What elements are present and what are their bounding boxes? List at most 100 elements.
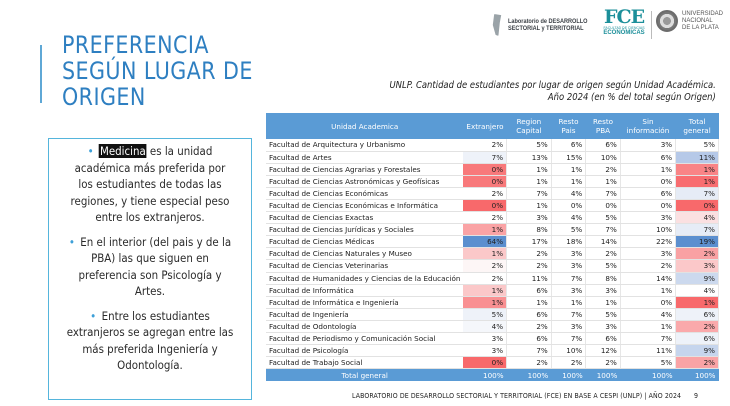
value-cell: 2% (463, 139, 508, 152)
value-cell: 2% (675, 320, 719, 334)
value-cell: 3% (463, 344, 508, 358)
value-cell: 3% (620, 247, 677, 261)
value-cell: 1% (463, 223, 508, 237)
value-cell: 1% (551, 175, 587, 188)
value-cell: 1% (506, 199, 552, 213)
value-cell: 5% (585, 308, 621, 321)
page-number: 9 (693, 392, 699, 400)
value-cell: 4% (620, 308, 677, 321)
column-header: Region Capital (506, 113, 552, 139)
value-cell: 1% (506, 163, 552, 176)
value-cell: 7% (551, 332, 587, 346)
table-caption: UNLP. Cantidad de estudiantes por lugar … (390, 80, 716, 104)
value-cell: 2% (620, 259, 677, 273)
value-cell: 7% (506, 187, 552, 200)
bullet-icon: • (68, 234, 75, 249)
value-cell: 5% (463, 308, 508, 321)
unit-name-cell: Facultad de Humanidades y Ciencias de la… (266, 272, 464, 285)
total-value-cell: 100% (585, 368, 621, 381)
value-cell: 64% (463, 235, 508, 249)
value-cell: 1% (463, 284, 508, 297)
table-row: Facultad de Ciencias Médicas 64% 17% 18% 14%… (266, 235, 719, 249)
value-cell: 0% (551, 199, 587, 213)
value-cell: 1% (506, 296, 552, 309)
lab-logo-line-2: SECTORIAL y TERRITORIAL (508, 25, 584, 32)
fce-logo-subtitle: FACULTAD DE CIENCIAS (603, 26, 645, 30)
value-cell: 6% (506, 332, 552, 346)
value-cell: 2% (675, 356, 719, 370)
value-cell: 2% (463, 211, 508, 225)
unit-name-cell: Facultad de Arquitectura y Urbanismo (266, 139, 464, 152)
table-row: Facultad de Humanidades y Ciencias de la… (266, 272, 719, 285)
table-row: Facultad de Ciencias Exactas 2% 3% 4% 5% 3% 4% (266, 211, 719, 225)
value-cell: 12% (585, 344, 621, 358)
value-cell: 7% (675, 223, 719, 237)
column-header: Sin información (620, 113, 676, 139)
unit-name-cell: Facultad de Psicología (266, 344, 464, 358)
value-cell: 6% (620, 187, 677, 200)
value-cell: 2% (585, 356, 621, 370)
value-cell: 7% (506, 344, 552, 358)
value-cell: 5% (675, 139, 719, 152)
value-cell: 1% (506, 175, 552, 188)
value-cell: 19% (675, 235, 719, 249)
value-cell: 3% (585, 284, 621, 297)
value-cell: 3% (620, 139, 677, 152)
value-cell: 6% (675, 332, 719, 346)
table-row: Facultad de Periodismo y Comunicación So… (266, 332, 719, 346)
value-cell: 0% (463, 199, 508, 213)
value-cell: 3% (620, 211, 677, 225)
table-row: Facultad de Ingeniería 5% 6% 7% 5% 4% 6% (266, 308, 719, 321)
table-row: Facultad de Psicología 3% 7% 10% 12% 11% 9% (266, 344, 719, 358)
table-header-row: Unidad Academica Extranjero Region Capital… (266, 113, 719, 139)
value-cell: 2% (506, 320, 552, 334)
value-cell: 2% (506, 247, 552, 261)
value-cell: 1% (585, 175, 621, 188)
value-cell: 2% (585, 163, 621, 176)
column-header: Total general (675, 113, 719, 139)
value-cell: 2% (506, 259, 552, 273)
value-cell: 9% (675, 272, 719, 285)
value-cell: 8% (506, 223, 552, 237)
value-cell: 3% (551, 259, 587, 273)
summary-box: • Medicina es la unidad académica más pre… (48, 138, 252, 400)
value-cell: 11% (675, 151, 719, 164)
table-row: Facultad de Ciencias Veterinarias 2% 2% 3% 5… (266, 259, 719, 273)
value-cell: 4% (551, 187, 587, 200)
value-cell: 7% (463, 151, 508, 164)
value-cell: 1% (620, 320, 677, 334)
total-value-cell: 100% (675, 368, 719, 381)
table-row: Facultad de Ciencias Jurídicas y Sociale… (266, 223, 719, 237)
value-cell: 10% (620, 223, 677, 237)
value-cell: 2% (463, 187, 508, 200)
table-row: Facultad de Odontología 4% 2% 3% 3% 1% 2% (266, 320, 719, 334)
value-cell: 5% (585, 211, 621, 225)
value-cell: 9% (675, 344, 719, 358)
value-cell: 3% (675, 259, 719, 273)
unit-name-cell: Facultad de Ciencias Astronómicas y Geof… (266, 175, 464, 188)
table-row: Facultad de Ciencias Astronómicas y Geof… (266, 175, 719, 188)
caption-line-1: UNLP. Cantidad de estudiantes por lugar … (389, 80, 716, 91)
fce-logo-economicas: ECONÓMICAS (603, 30, 645, 36)
unit-name-cell: Facultad de Odontología (266, 320, 464, 334)
value-cell: 2% (551, 356, 587, 370)
footer-source: LABORATORIO DE DESARROLLO SECTORIAL Y TE… (352, 392, 682, 400)
value-cell: 4% (675, 284, 719, 297)
lab-logo: Laboratorio de DESARROLLO SECTORIAL y TE… (490, 14, 596, 36)
value-cell: 4% (551, 211, 587, 225)
value-cell: 3% (585, 320, 621, 334)
value-cell: 6% (620, 151, 677, 164)
fce-logo: FCE FACULTAD DE CIENCIAS ECONÓMICAS (602, 8, 646, 37)
unit-name-cell: Facultad de Ciencias Jurídicas y Sociale… (266, 223, 464, 237)
value-cell: 5% (551, 223, 587, 237)
unit-name-cell: Facultad de Ciencias Veterinarias (266, 259, 464, 273)
value-cell: 5% (506, 139, 552, 152)
unit-name-cell: Facultad de Ciencias Agrarias y Forestal… (266, 163, 464, 176)
unit-name-cell: Facultad de Ciencias Económicas e Inform… (266, 199, 464, 213)
value-cell: 6% (551, 139, 587, 152)
value-cell: 10% (551, 344, 587, 358)
value-cell: 14% (620, 272, 677, 285)
caption-line-2: Año 2024 (en % del total según Origen) (548, 92, 716, 103)
table-row: Facultad de Trabajo Social 0% 2% 2% 2% 5% 2% (266, 356, 719, 370)
value-cell: 2% (585, 247, 621, 261)
